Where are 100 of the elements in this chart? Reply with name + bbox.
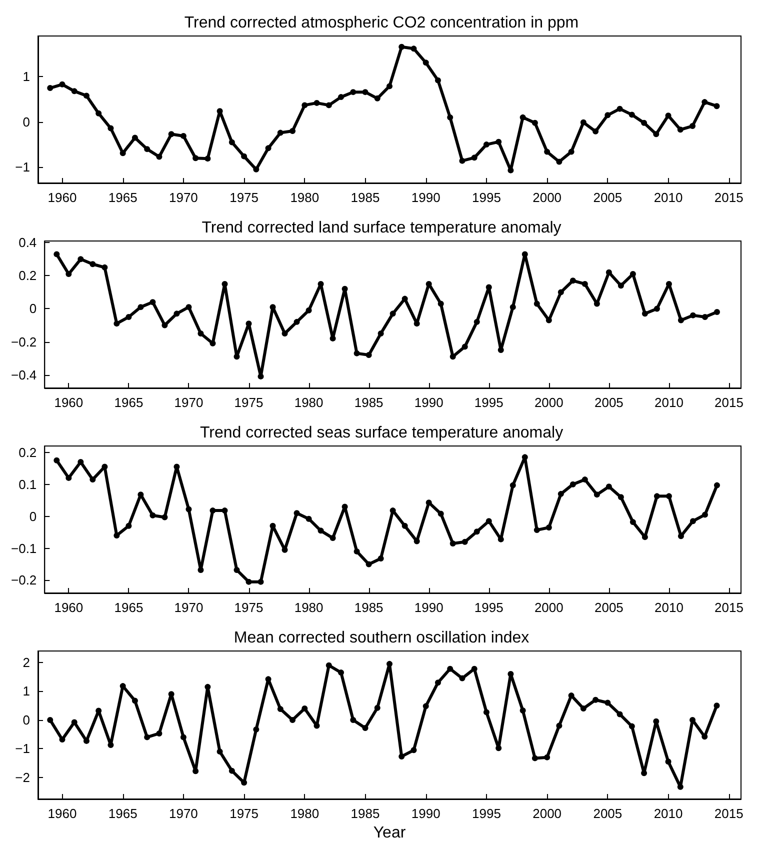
point [496,138,502,145]
x-tick-label: 2000 [532,806,562,821]
point [520,114,526,120]
point [54,251,60,258]
point [616,106,623,112]
point [665,112,672,119]
point [666,493,672,500]
x-tick-label: 2010 [654,600,684,615]
point [568,692,574,699]
point [108,125,114,132]
point [90,261,96,268]
point [228,768,235,774]
x-tick-label: 2000 [532,190,562,205]
point [144,734,150,740]
point [422,60,429,66]
point [378,330,384,336]
point [66,474,72,481]
point [592,128,599,134]
point [474,318,480,325]
point [378,555,384,562]
point [241,780,248,786]
point [338,670,344,676]
point [258,578,264,585]
point [702,99,708,106]
x-tick-label: 1990 [414,395,444,410]
point [374,704,380,711]
x-tick-label: 1985 [354,600,384,615]
point [544,148,550,155]
point [462,344,468,350]
x-tick-label: 1995 [474,600,504,615]
point [510,304,516,310]
point [702,314,708,320]
point [616,711,623,718]
point [426,280,432,287]
point [71,88,78,94]
point [438,300,444,307]
point [496,745,502,752]
point [438,510,444,517]
point [102,264,108,270]
x-tick-label: 1970 [168,190,198,205]
x-tick-label: 2015 [714,600,744,615]
point [520,707,526,714]
point [534,527,540,534]
point [653,131,660,138]
point [222,280,228,287]
x-tick-label: 1980 [294,395,324,410]
point [702,512,708,518]
y-tick-label: 0 [22,712,30,728]
point [402,522,408,529]
point [546,317,552,324]
point [156,154,162,160]
x-tick-label: 1995 [474,395,504,410]
point [410,747,417,754]
point [592,696,599,703]
point [78,256,84,262]
point [641,120,648,126]
point [534,300,540,307]
point [126,522,132,529]
point [459,675,466,682]
point [294,318,300,325]
point [114,320,120,327]
point [162,514,168,520]
point [690,123,696,130]
point [156,730,162,736]
point [132,698,138,704]
point [483,142,490,148]
point [618,494,624,500]
point [690,518,696,524]
y-tick-label: 0.2 [18,268,37,284]
x-tick-label: 2010 [654,806,683,821]
point [474,528,480,535]
point [241,153,248,160]
point [174,310,180,317]
point [186,304,192,310]
point [558,289,564,296]
point [277,706,284,712]
point [150,512,156,518]
x-tick-label: 1975 [234,395,264,410]
x-tick-label: 1960 [48,190,77,205]
y-tick-label: −1 [15,741,30,756]
point [450,540,456,546]
y-tick-label: −1 [15,160,30,175]
point [447,666,454,672]
point [630,271,636,278]
point [483,709,490,716]
x-tick-label: 1990 [414,600,444,615]
point [374,95,380,102]
x-tick-label: 1990 [411,190,440,205]
point [486,518,492,524]
x-tick-label: 1985 [354,395,384,410]
point [210,508,216,514]
point [277,130,284,136]
point [410,46,417,52]
point [628,112,635,118]
point [582,476,588,483]
point [714,482,720,488]
point [666,280,672,287]
point [71,719,78,726]
point [604,700,611,706]
point [138,304,144,310]
